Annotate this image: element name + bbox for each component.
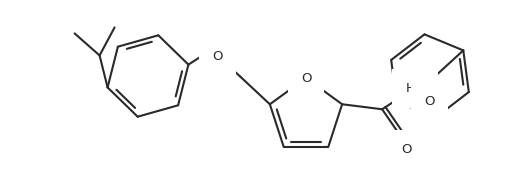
- Text: O: O: [213, 50, 223, 63]
- Text: O: O: [425, 95, 435, 108]
- Text: O: O: [401, 143, 411, 156]
- Text: HN: HN: [405, 82, 425, 95]
- Text: O: O: [301, 72, 311, 85]
